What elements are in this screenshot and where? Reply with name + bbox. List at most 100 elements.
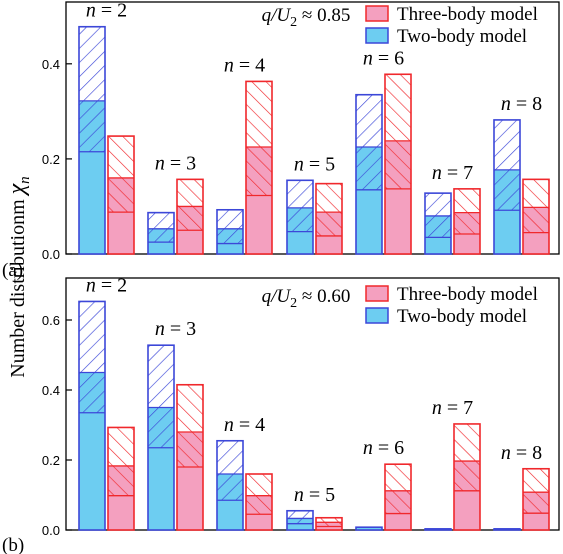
three-body-bar-outline: [522, 178, 550, 255]
three-body-bar-top-segment: [523, 468, 549, 493]
three-body-bar-outline: [107, 135, 135, 255]
y-tick-label: 0.2: [42, 152, 60, 167]
two-body-bar-top-segment: [287, 510, 313, 519]
two-body-bar-bottom-segment: [148, 447, 174, 530]
category-label: n = 8: [501, 442, 542, 464]
panel-label: (b): [2, 535, 24, 554]
legend-label: Three-body model: [397, 284, 538, 305]
three-body-bar-top-segment: [177, 384, 203, 432]
legend-swatch-outline: [365, 285, 389, 302]
y-tick-label: 0.4: [42, 57, 60, 72]
legend-swatch: [366, 28, 388, 43]
three-body-bar-top-segment: [177, 179, 203, 207]
three-body-bar-middle-hatch: [523, 207, 549, 233]
two-body-bar-bottom-segment: [79, 151, 105, 254]
three-body-bar-top-segment: [454, 188, 480, 213]
y-tick-label: 0.2: [42, 453, 60, 468]
three-body-bar-middle-hatch: [454, 212, 480, 235]
two-body-bar-bottom-segment: [287, 231, 313, 254]
three-body-bar-bottom-segment: [108, 212, 134, 254]
two-body-bar-bottom-segment: [356, 189, 382, 254]
two-body-bar-bottom-segment: [217, 243, 243, 254]
three-body-bar-top-segment: [108, 136, 134, 178]
three-body-bar-outline: [522, 467, 550, 531]
category-label: n = 4: [224, 54, 265, 76]
three-body-bar-middle-hatch: [385, 140, 411, 189]
two-body-bar-top-segment: [79, 301, 105, 373]
three-body-bar-outline: [176, 178, 204, 255]
two-body-bar-top-segment: [287, 180, 313, 208]
category-label: n = 6: [363, 47, 404, 69]
three-body-bar-bottom-segment: [385, 513, 411, 530]
two-body-bar-outline: [216, 439, 244, 531]
two-body-bar-top-segment: [494, 119, 520, 170]
two-body-bar-bottom-segment: [148, 242, 174, 254]
three-body-bar-outline: [245, 80, 273, 255]
two-body-bar-bottom-segment: [425, 237, 451, 254]
two-body-bar-top-segment: [217, 440, 243, 474]
three-body-bar-outline: [453, 188, 481, 255]
three-body-bar-top-segment: [108, 427, 134, 466]
three-body-bar-outline: [384, 73, 412, 255]
three-body-bar-top-segment: [385, 464, 411, 491]
two-body-bar-outline: [286, 509, 314, 531]
two-body-bar-top-segment: [148, 212, 174, 229]
two-body-bar-outline: [355, 93, 383, 255]
two-body-bar-outline: [493, 528, 521, 531]
two-body-bar-top-segment: [425, 193, 451, 216]
category-label: n = 8: [501, 93, 542, 115]
three-body-bar-outline: [245, 473, 273, 531]
three-body-bar-bottom-segment: [523, 513, 549, 530]
three-body-bar-top-segment: [523, 179, 549, 208]
three-body-bar-bottom-segment: [316, 235, 342, 254]
two-body-bar-middle-hatch: [287, 518, 313, 524]
three-body-bar-bottom-segment: [385, 188, 411, 254]
two-body-bar-bottom-segment: [79, 412, 105, 530]
three-body-bar-middle-hatch: [385, 490, 411, 514]
two-body-bar-bottom-segment: [356, 527, 382, 530]
two-body-bar-bottom-segment: [287, 523, 313, 530]
two-body-bar-middle-hatch: [425, 215, 451, 238]
two-body-bar-top-segment: [148, 345, 174, 408]
three-body-bar-middle-hatch: [316, 212, 342, 236]
two-body-bar-outline: [147, 344, 175, 531]
three-body-bar-bottom-segment: [246, 514, 272, 530]
three-body-bar-top-segment: [454, 423, 480, 462]
three-body-bar-bottom-segment: [523, 232, 549, 254]
three-body-bar-bottom-segment: [246, 195, 272, 254]
two-body-bar-middle-hatch: [217, 474, 243, 501]
y-axis-title-symbol: χ: [4, 182, 30, 196]
three-body-bar-outline: [315, 516, 343, 531]
three-body-bar-middle-hatch: [454, 461, 480, 491]
three-body-bar-middle-hatch: [108, 465, 134, 496]
three-body-bar-outline: [107, 426, 135, 531]
two-body-bar-outline: [355, 526, 383, 531]
three-body-bar-top-segment: [316, 183, 342, 213]
y-tick-label: 0.6: [42, 313, 60, 328]
legend-swatch-outline: [365, 27, 389, 44]
three-body-bar-middle-hatch: [316, 522, 342, 527]
two-body-bar-outline: [424, 528, 452, 531]
two-body-bar-top-segment: [79, 26, 105, 101]
three-body-bar-bottom-segment: [454, 490, 480, 530]
two-body-bar-middle-hatch: [79, 100, 105, 152]
two-body-bar-outline: [216, 208, 244, 255]
two-body-bar-middle-hatch: [494, 169, 520, 211]
ratio-annotation: q/U2 ≈ 0.85: [262, 5, 351, 30]
category-label: n = 7: [432, 397, 473, 419]
three-body-bar-middle-hatch: [108, 177, 134, 213]
two-body-bar-middle-hatch: [356, 147, 382, 190]
legend-swatch: [366, 286, 388, 301]
category-label: n = 3: [155, 152, 196, 174]
three-body-bar-middle-hatch: [523, 492, 549, 514]
three-body-bar-outline: [315, 182, 343, 255]
two-body-bar-outline: [286, 179, 314, 255]
category-label: n = 2: [86, 0, 127, 22]
three-body-bar-outline: [453, 423, 481, 531]
legend-label: Two-body model: [397, 306, 527, 327]
two-body-bar-middle-hatch: [148, 228, 174, 243]
ratio-annotation: q/U2 ≈ 0.60: [262, 286, 351, 311]
category-label: n = 5: [294, 484, 335, 506]
two-body-bar-outline: [493, 119, 521, 255]
